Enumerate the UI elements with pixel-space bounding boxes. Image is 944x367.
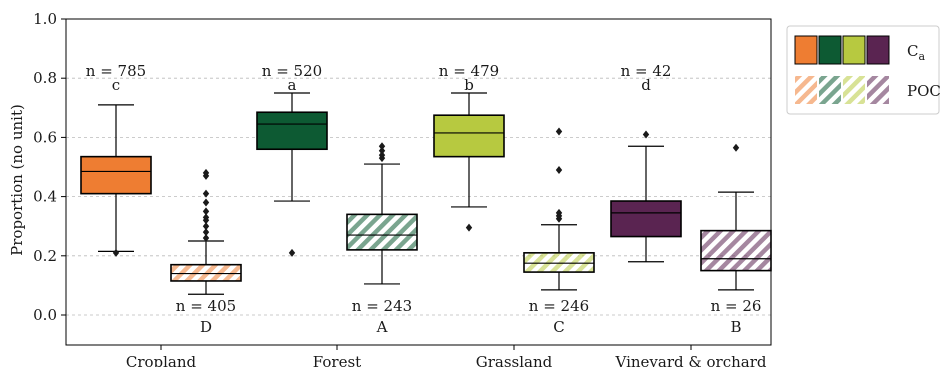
box-plots [80, 92, 772, 295]
n-label: n = 246 [529, 297, 589, 315]
outlier-point [112, 248, 120, 257]
y-tick-label: 1.0 [33, 10, 57, 28]
box-ca [610, 200, 682, 238]
legend-swatch [819, 76, 841, 104]
legend-swatch [843, 76, 865, 104]
group-letter: A [376, 318, 388, 336]
outlier-point [378, 151, 386, 160]
legend-swatch [795, 76, 817, 104]
outlier-point [642, 130, 650, 139]
box-poc [523, 252, 595, 273]
legend-swatch [818, 35, 842, 65]
group-letter: c [112, 76, 120, 94]
outlier-point [202, 207, 210, 216]
y-tick-label: 0.4 [33, 188, 57, 206]
outlier-point [378, 146, 386, 155]
legend-swatch [867, 76, 889, 104]
outlier-point [202, 222, 210, 231]
x-tick-label: Cropland [126, 353, 197, 367]
outlier-point [288, 248, 296, 257]
y-tick-label: 0.8 [33, 69, 57, 87]
box-poc [700, 229, 772, 272]
box-ca [80, 155, 152, 195]
legend-swatch [842, 35, 866, 65]
x-tick-label: Forest [313, 353, 361, 367]
legend-label: POC [907, 82, 941, 100]
legend-swatch [866, 35, 890, 65]
group-letter: B [730, 318, 741, 336]
group-letter: d [641, 76, 651, 94]
outlier-point [378, 142, 386, 151]
outlier-point [732, 143, 740, 152]
outlier-point [202, 234, 210, 243]
outlier-point [202, 189, 210, 198]
n-label: n = 26 [711, 297, 762, 315]
outlier-point [465, 223, 473, 232]
n-label: n = 42 [621, 62, 672, 80]
y-tick-label: 0.2 [33, 247, 57, 265]
n-label: n = 520 [262, 62, 322, 80]
outlier-point [202, 168, 210, 177]
n-label: n = 243 [352, 297, 412, 315]
legend-swatch [794, 35, 818, 65]
box-ca [433, 114, 505, 158]
group-letter: D [200, 318, 212, 336]
group-letter: a [288, 76, 297, 94]
box-poc [346, 213, 418, 251]
outlier-point [202, 228, 210, 237]
outlier-point [555, 127, 563, 136]
x-tick-label: Grassland [476, 353, 553, 367]
outlier-point [202, 213, 210, 222]
y-tick-label: 0.6 [33, 128, 57, 146]
y-axis-label: Proportion (no unit) [8, 104, 26, 256]
outlier-point [555, 165, 563, 174]
plot-frame [65, 18, 772, 346]
n-label: n = 785 [86, 62, 146, 80]
box-ca [256, 111, 328, 151]
outlier-point [555, 208, 563, 217]
x-tick-label: Vineyard & orchard [615, 353, 767, 367]
y-axis: 0.0 0.2 0.4 0.6 0.8 1.0 [33, 10, 66, 324]
x-axis: Cropland Forest Grassland Vineyard & orchar… [126, 345, 767, 367]
n-label: n = 479 [439, 62, 499, 80]
box-poc [170, 263, 242, 282]
y-tick-label: 0.0 [33, 306, 57, 324]
outlier-point [202, 198, 210, 207]
group-letter: b [464, 76, 474, 94]
n-label: n = 405 [176, 297, 236, 315]
group-letter: C [553, 318, 564, 336]
